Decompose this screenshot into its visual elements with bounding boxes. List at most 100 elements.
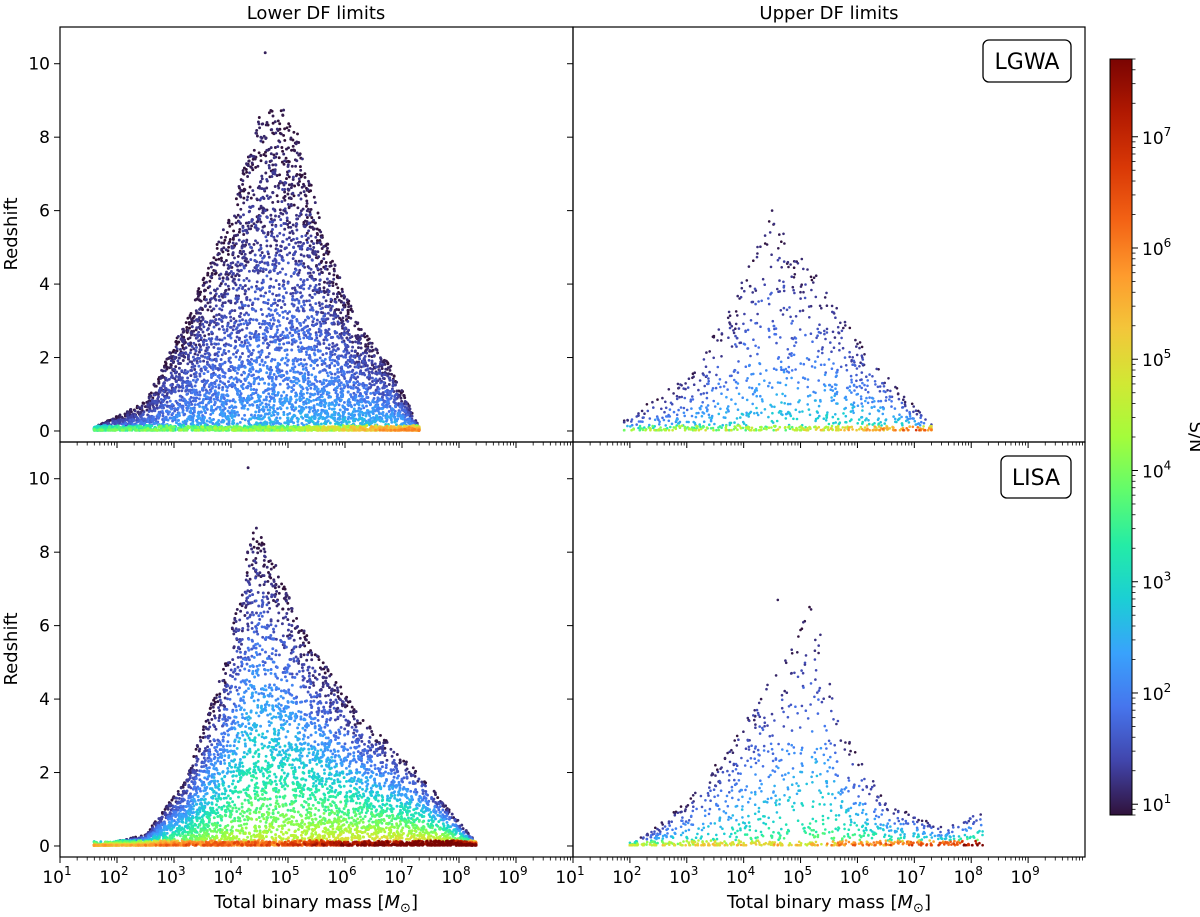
data-point	[249, 245, 253, 249]
data-point	[196, 294, 200, 298]
data-point	[324, 251, 328, 255]
data-point	[234, 221, 238, 225]
data-point	[132, 418, 136, 422]
data-point	[284, 272, 288, 276]
data-point	[353, 403, 357, 407]
data-point	[231, 398, 235, 402]
data-point	[245, 298, 249, 301]
data-point	[189, 411, 193, 414]
data-point	[241, 182, 245, 186]
data-point	[243, 313, 246, 317]
data-point	[275, 311, 279, 315]
data-point	[191, 407, 195, 411]
data-point	[333, 264, 337, 267]
data-point	[276, 328, 280, 332]
data-point	[285, 328, 289, 332]
data-point	[298, 350, 302, 354]
data-point	[262, 231, 266, 235]
data-point	[298, 383, 302, 387]
data-point	[272, 373, 276, 376]
data-point	[251, 403, 255, 407]
data-point	[376, 409, 380, 413]
data-point	[245, 321, 249, 325]
data-point	[221, 414, 225, 417]
data-point	[352, 407, 356, 411]
data-point	[179, 378, 183, 382]
data-point	[322, 245, 326, 248]
data-point	[118, 413, 122, 417]
data-point	[271, 207, 275, 211]
data-point	[279, 218, 283, 222]
data-point	[226, 292, 230, 296]
data-point	[278, 122, 282, 126]
data-point	[241, 179, 245, 183]
data-point	[299, 209, 303, 213]
data-point	[351, 415, 355, 419]
data-point	[365, 404, 368, 408]
data-point	[266, 330, 270, 334]
data-point	[340, 336, 344, 340]
data-point	[237, 286, 241, 290]
data-point	[335, 295, 339, 299]
data-point	[262, 134, 266, 138]
data-point	[241, 318, 244, 322]
data-point	[230, 413, 234, 417]
data-point	[276, 391, 280, 395]
data-point	[312, 246, 316, 249]
data-point	[278, 323, 282, 327]
data-point	[306, 241, 309, 244]
data-point	[396, 395, 400, 399]
data-point	[268, 290, 272, 293]
data-point	[352, 383, 356, 387]
data-point	[218, 284, 222, 288]
data-point	[280, 146, 284, 149]
data-point	[249, 337, 253, 341]
data-point	[196, 319, 200, 323]
data-point	[281, 316, 285, 319]
data-point	[262, 294, 266, 298]
data-point	[294, 142, 298, 146]
data-point	[260, 174, 264, 178]
data-point	[274, 253, 278, 257]
data-point	[193, 298, 197, 302]
data-point	[215, 352, 219, 356]
data-point	[261, 225, 265, 229]
data-point	[316, 288, 320, 292]
data-point	[274, 260, 278, 264]
data-point	[391, 383, 395, 387]
data-point	[316, 267, 320, 271]
data-point	[278, 400, 282, 403]
data-point	[382, 393, 386, 397]
data-point	[378, 362, 382, 366]
data-point	[283, 198, 287, 202]
data-point	[211, 319, 215, 323]
data-point	[208, 383, 212, 387]
data-point	[225, 277, 229, 281]
data-point	[334, 282, 338, 286]
data-point	[324, 261, 328, 264]
data-point	[312, 398, 316, 402]
data-point	[278, 406, 282, 410]
data-point	[333, 364, 337, 368]
data-point	[281, 188, 285, 191]
data-point	[344, 353, 348, 357]
data-point	[248, 171, 251, 175]
data-point	[318, 349, 322, 353]
data-point	[193, 357, 197, 361]
data-point	[259, 246, 263, 250]
data-point	[320, 317, 324, 321]
data-point	[247, 279, 251, 283]
data-point	[345, 350, 349, 354]
data-point	[273, 309, 277, 313]
data-point	[269, 335, 272, 339]
data-point	[139, 414, 142, 418]
data-point	[319, 307, 323, 311]
data-point	[256, 227, 260, 231]
data-point	[174, 351, 178, 355]
data-point	[279, 338, 283, 342]
data-point	[255, 388, 258, 392]
data-point	[242, 196, 246, 200]
data-point	[322, 314, 326, 318]
data-point	[271, 163, 275, 167]
data-point	[302, 363, 306, 367]
